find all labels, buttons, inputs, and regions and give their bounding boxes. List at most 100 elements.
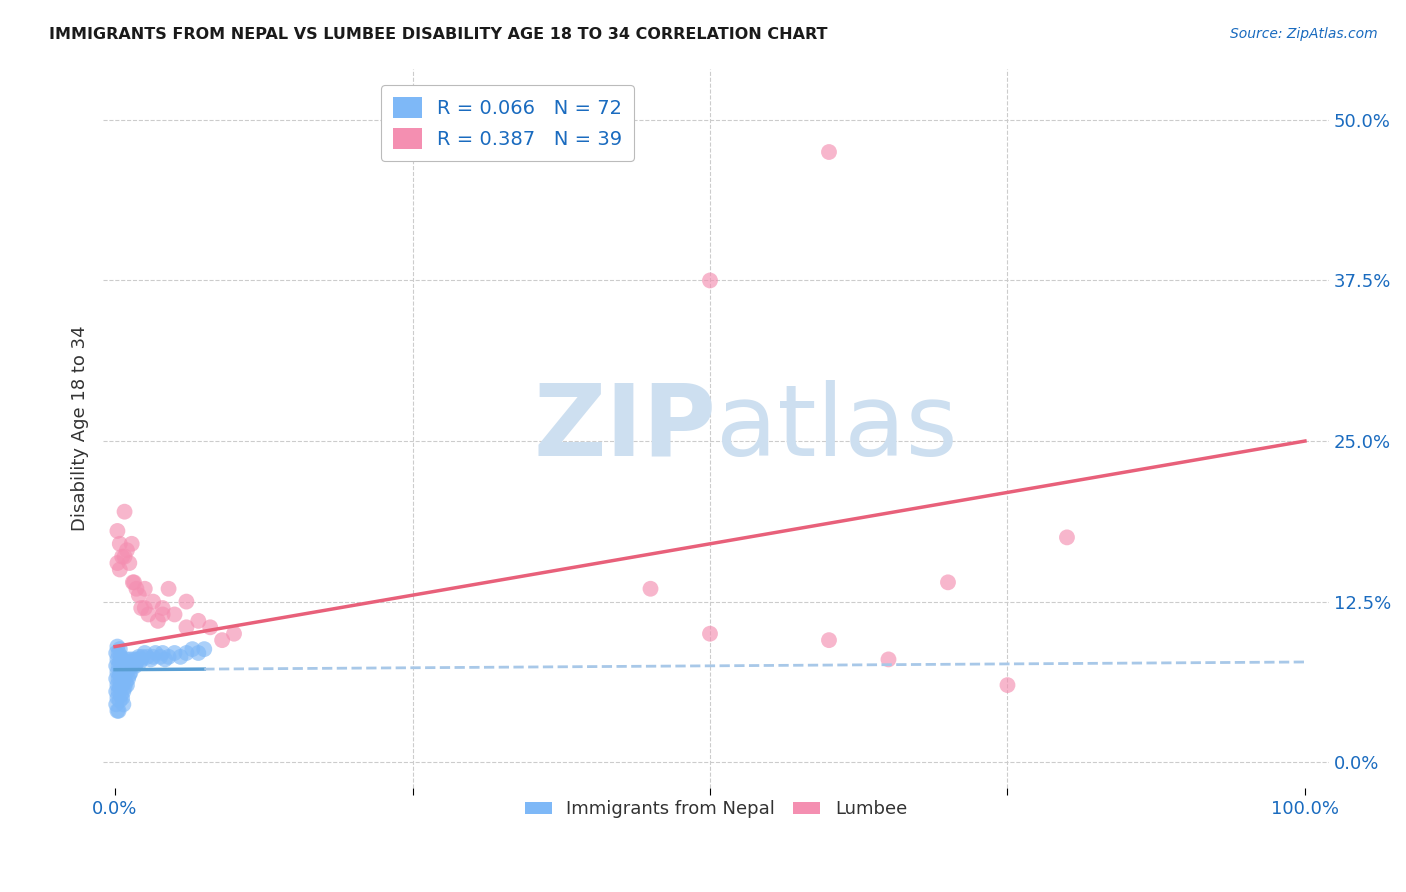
Point — [112, 684, 135, 698]
Point — [936, 575, 959, 590]
Point — [118, 655, 141, 669]
Point — [136, 649, 159, 664]
Point — [114, 668, 136, 682]
Point — [108, 681, 131, 695]
Point — [105, 684, 128, 698]
Point — [115, 652, 138, 666]
Point — [699, 626, 721, 640]
Point — [107, 640, 129, 654]
Point — [108, 537, 131, 551]
Point — [122, 575, 145, 590]
Point — [163, 607, 186, 622]
Point — [146, 614, 169, 628]
Point — [142, 649, 165, 664]
Point — [152, 607, 174, 622]
Point — [129, 655, 152, 669]
Point — [107, 690, 129, 705]
Point — [105, 646, 128, 660]
Point — [181, 642, 204, 657]
Text: atlas: atlas — [716, 380, 957, 476]
Point — [122, 652, 145, 666]
Point — [114, 655, 136, 669]
Point — [193, 642, 215, 657]
Point — [110, 689, 132, 703]
Point — [117, 672, 139, 686]
Point — [120, 665, 142, 680]
Point — [222, 626, 245, 640]
Point — [176, 620, 198, 634]
Point — [110, 649, 132, 664]
Point — [114, 681, 136, 695]
Point — [107, 704, 129, 718]
Point — [114, 663, 136, 677]
Point — [149, 649, 172, 664]
Point — [138, 607, 160, 622]
Point — [108, 642, 131, 657]
Point — [117, 658, 139, 673]
Point — [187, 646, 209, 660]
Point — [142, 594, 165, 608]
Point — [111, 652, 134, 666]
Point — [105, 698, 128, 712]
Point — [134, 646, 156, 660]
Point — [107, 646, 129, 660]
Text: ZIP: ZIP — [533, 380, 716, 476]
Point — [105, 658, 128, 673]
Point — [640, 582, 662, 596]
Point — [107, 678, 129, 692]
Point — [122, 655, 145, 669]
Point — [107, 665, 129, 680]
Point — [121, 537, 143, 551]
Text: Source: ZipAtlas.com: Source: ZipAtlas.com — [1230, 27, 1378, 41]
Point — [131, 649, 153, 664]
Point — [139, 652, 162, 666]
Point — [157, 649, 180, 664]
Point — [127, 652, 149, 666]
Point — [129, 652, 152, 666]
Point — [122, 575, 145, 590]
Point — [877, 652, 900, 666]
Point — [157, 582, 180, 596]
Point — [112, 658, 135, 673]
Point — [112, 698, 135, 712]
Text: IMMIGRANTS FROM NEPAL VS LUMBEE DISABILITY AGE 18 TO 34 CORRELATION CHART: IMMIGRANTS FROM NEPAL VS LUMBEE DISABILI… — [49, 27, 828, 42]
Point — [163, 646, 186, 660]
Point — [169, 649, 191, 664]
Point — [134, 582, 156, 596]
Point — [124, 658, 146, 673]
Point — [129, 601, 152, 615]
Point — [176, 646, 198, 660]
Point — [699, 273, 721, 287]
Point — [115, 678, 138, 692]
Point — [107, 658, 129, 673]
Point — [200, 620, 222, 634]
Point — [121, 658, 143, 673]
Y-axis label: Disability Age 18 to 34: Disability Age 18 to 34 — [72, 326, 89, 531]
Point — [818, 145, 841, 159]
Point — [107, 672, 129, 686]
Point — [153, 652, 176, 666]
Point — [111, 678, 134, 692]
Point — [115, 543, 138, 558]
Point — [111, 665, 134, 680]
Point — [118, 668, 141, 682]
Point — [120, 652, 142, 666]
Point — [128, 649, 150, 664]
Point — [114, 549, 136, 564]
Point — [107, 684, 129, 698]
Point — [134, 601, 156, 615]
Point — [107, 704, 129, 718]
Point — [108, 693, 131, 707]
Point — [108, 655, 131, 669]
Point — [105, 672, 128, 686]
Point — [112, 672, 135, 686]
Point — [115, 665, 138, 680]
Point — [125, 582, 148, 596]
Point — [107, 524, 129, 538]
Point — [128, 588, 150, 602]
Point — [125, 655, 148, 669]
Point — [114, 505, 136, 519]
Legend: Immigrants from Nepal, Lumbee: Immigrants from Nepal, Lumbee — [517, 793, 914, 826]
Point — [152, 601, 174, 615]
Point — [111, 549, 134, 564]
